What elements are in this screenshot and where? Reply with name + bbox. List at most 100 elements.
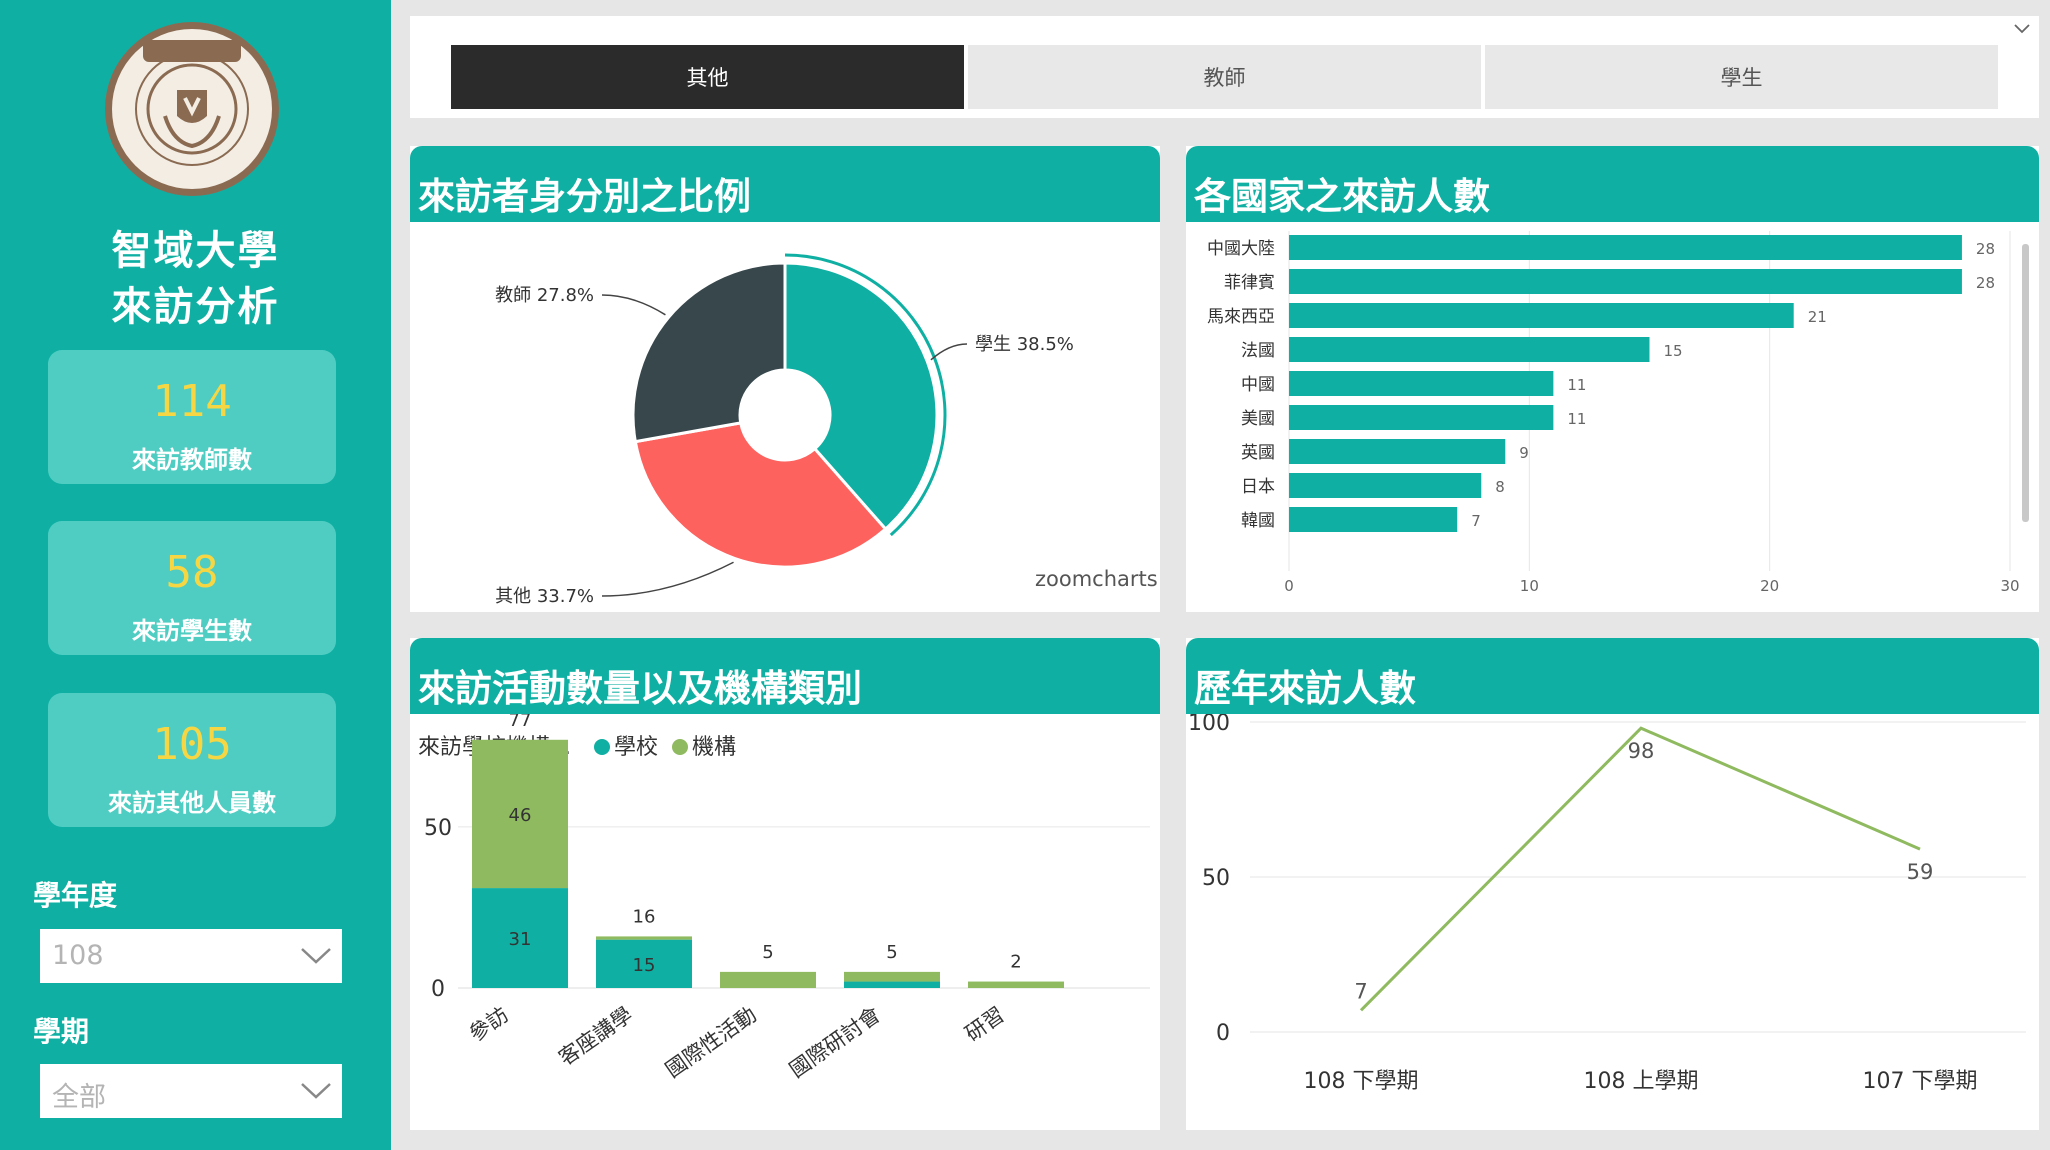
- zoomcharts-watermark: zoomcharts: [1035, 567, 1158, 591]
- country-bar-panel: 各國家之來訪人數 0 10 20 30 中國大陸 28 菲律賓 28 馬來西亞 21 法國 15 中國 1…: [1186, 146, 2039, 612]
- year-dropdown-value: 108: [52, 940, 104, 971]
- yearly-panel: 歷年來訪人數 0 50 100 7 108 下學期 98 108 上學期 59 107 下學期: [1186, 638, 2039, 1130]
- country-value-label: 7: [1471, 512, 1481, 530]
- y-tick-label: 0: [431, 977, 445, 1002]
- legend-marker-org: [672, 739, 688, 755]
- pie-label-1: 其他 33.7%: [495, 586, 594, 607]
- tab-student[interactable]: 學生: [1485, 45, 1998, 109]
- country-bar: [1289, 235, 1962, 260]
- pie-panel-title: 來訪者身分別之比例: [418, 175, 751, 218]
- point-value-label: 59: [1907, 860, 1934, 884]
- y-tick-label: 0: [1216, 1021, 1230, 1046]
- category-tick-label: 客座講學: [554, 1002, 637, 1070]
- scrollbar[interactable]: [2022, 244, 2029, 522]
- country-value-label: 28: [1976, 274, 1995, 292]
- x-tick-label: 30: [2000, 577, 2019, 595]
- country-bar-chart: 0 10 20 30 中國大陸 28 菲律賓 28 馬來西亞 21 法國 15 中國 11 美國 11 英國 9 日…: [1207, 231, 2020, 595]
- stacked-segment: [596, 936, 692, 940]
- country-label: 中國大陸: [1207, 239, 1275, 259]
- total-value-label: 77: [509, 714, 532, 731]
- country-label: 韓國: [1241, 511, 1275, 531]
- sidebar: 智域大學 來訪分析 114 來訪教師數 58 來訪學生數 105 來訪其他人員數…: [0, 0, 391, 1150]
- zoomcharts-logo: zoomcharts: [1035, 567, 1158, 591]
- year-dropdown[interactable]: 108: [40, 929, 342, 983]
- chevron-down-icon[interactable]: [2013, 22, 2031, 36]
- segment-value-label: 46: [509, 805, 532, 826]
- app-title-line1: 智域大學: [111, 228, 280, 274]
- legend-org-label: 機構: [692, 735, 736, 760]
- activity-panel: 來訪活動數量以及機構類別 來訪學校機構...學校機構050314677參訪151…: [410, 638, 1160, 1130]
- kpi-card-others: 105 來訪其他人員數: [48, 693, 336, 827]
- tab-other[interactable]: 其他: [451, 45, 964, 109]
- pie-slice-2: [631, 261, 787, 444]
- kpi-students-value: 58: [165, 547, 219, 598]
- x-tick-label: 107 下學期: [1863, 1069, 1978, 1094]
- stacked-segment: [472, 739, 568, 889]
- x-tick-label: 20: [1760, 577, 1779, 595]
- legend-marker-school: [594, 739, 610, 755]
- panel-header: [1186, 638, 2039, 714]
- category-tick-label: 參訪: [465, 1002, 513, 1046]
- stacked-segment: [472, 888, 568, 988]
- tab-teacher[interactable]: 教師: [968, 45, 1481, 109]
- kpi-card-teachers: 114 來訪教師數: [48, 350, 336, 484]
- kpi-students-label: 來訪學生數: [132, 617, 252, 645]
- pie-leader-line-0: [930, 343, 968, 361]
- pie-label-2: 教師 27.8%: [495, 285, 594, 306]
- pie-label-0: 學生 38.5%: [975, 334, 1074, 355]
- country-bar: [1289, 269, 1962, 294]
- stacked-segment: [596, 939, 692, 988]
- legend-school-label: 學校: [614, 735, 658, 760]
- yearly-panel-title: 歷年來訪人數: [1194, 667, 1416, 710]
- panel-header: [410, 146, 1160, 222]
- total-value-label: 2: [1010, 952, 1021, 973]
- x-tick-label: 108 上學期: [1584, 1069, 1699, 1094]
- country-bar: [1289, 405, 1554, 430]
- country-label: 美國: [1241, 409, 1275, 429]
- country-label: 菲律賓: [1224, 273, 1275, 293]
- country-value-label: 9: [1519, 444, 1529, 462]
- kpi-teachers-value: 114: [152, 376, 232, 427]
- country-value-label: 8: [1495, 478, 1505, 496]
- country-value-label: 21: [1808, 308, 1827, 326]
- segment-value-label: 15: [633, 955, 656, 976]
- point-value-label: 98: [1628, 739, 1655, 763]
- pie-panel: 來訪者身分別之比例 學生 38.5% 其他 33.7% 教師 27.8% zoomc…: [410, 146, 1160, 612]
- country-label: 日本: [1241, 477, 1275, 497]
- app-title-line2: 來訪分析: [111, 284, 280, 330]
- activity-panel-title: 來訪活動數量以及機構類別: [418, 667, 862, 710]
- total-value-label: 5: [886, 942, 897, 963]
- panel-header: [1186, 146, 2039, 222]
- semester-dropdown[interactable]: 全部: [40, 1064, 342, 1118]
- total-value-label: 5: [762, 942, 773, 963]
- pie-slice-1: [633, 421, 888, 569]
- pie-leader-line-2: [601, 294, 666, 316]
- yearly-line: [1359, 726, 1921, 1012]
- kpi-others-value: 105: [152, 719, 232, 770]
- chevron-down-icon: [301, 948, 331, 964]
- country-bar: [1289, 371, 1554, 396]
- university-logo: [105, 22, 279, 196]
- country-bar: [1289, 303, 1794, 328]
- activity-stacked-chart: 來訪學校機構...學校機構050314677參訪1516客座講學5國際性活動5國…: [418, 714, 1150, 1082]
- panel-header: [410, 638, 1160, 714]
- kpi-teachers-label: 來訪教師數: [132, 446, 252, 474]
- country-value-label: 11: [1567, 410, 1586, 428]
- kpi-others-label: 來訪其他人員數: [108, 789, 276, 817]
- country-value-label: 15: [1664, 342, 1683, 360]
- y-tick-label: 100: [1188, 714, 1230, 736]
- country-value-label: 28: [1976, 240, 1995, 258]
- y-tick-label: 50: [424, 816, 452, 841]
- total-value-label: 16: [633, 906, 656, 927]
- kpi-card-students: 58 來訪學生數: [48, 521, 336, 655]
- country-label: 中國: [1241, 375, 1275, 395]
- country-bar: [1289, 473, 1482, 498]
- chevron-down-icon: [301, 1083, 331, 1099]
- pie-leader-line-1: [601, 561, 734, 597]
- category-tick-label: 研習: [961, 1002, 1009, 1046]
- stacked-segment: [720, 971, 816, 988]
- point-value-label: 7: [1354, 979, 1367, 1003]
- country-bar: [1289, 337, 1650, 362]
- country-bar: [1289, 439, 1506, 464]
- filter-semester-label: 學期: [33, 1015, 90, 1048]
